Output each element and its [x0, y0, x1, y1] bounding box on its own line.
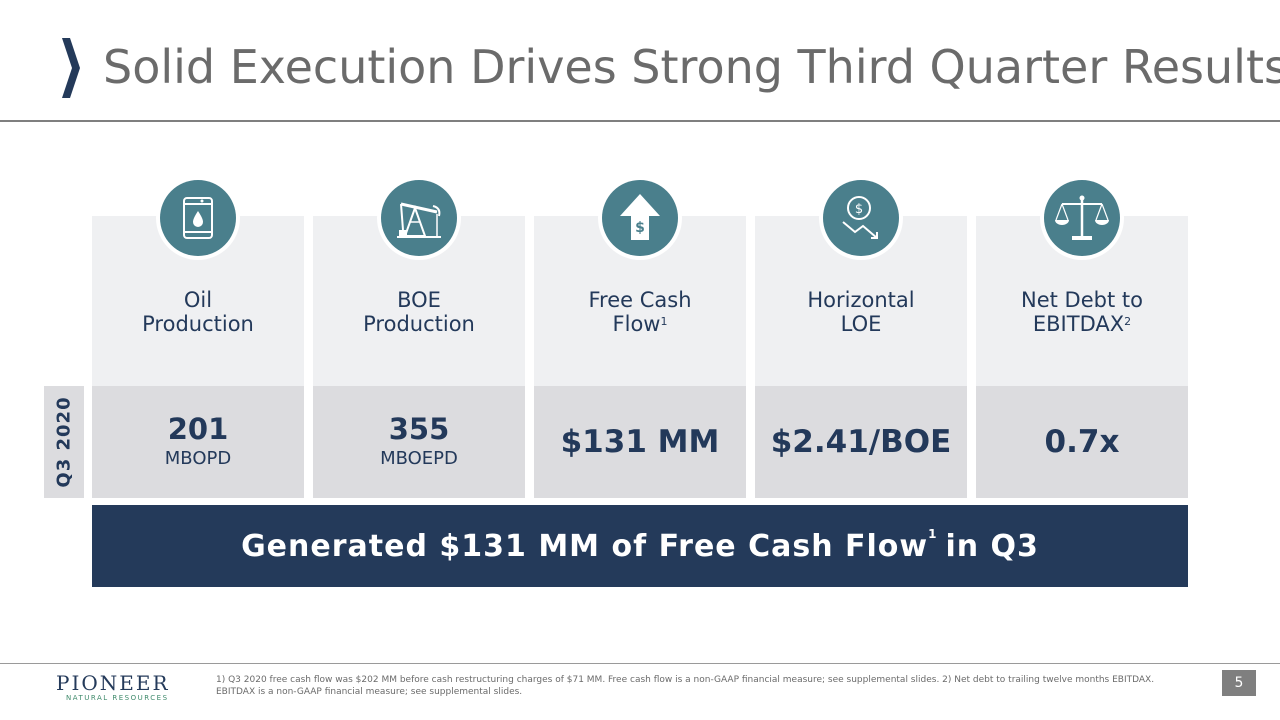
company-logo: PIONEER: [56, 671, 170, 695]
company-logo-subtitle: NATURAL RESOURCES: [66, 694, 169, 702]
metric-card-oil-production: Oil Production 201 MBOPD: [92, 176, 304, 498]
footnote: 1) Q3 2020 free cash flow was $202 MM be…: [216, 675, 1155, 697]
banner-text: Generated $131 MM of Free Cash Flow1 in Q…: [241, 526, 1039, 564]
page-number: 5: [1222, 670, 1256, 696]
metric-label: Horizontal LOE: [807, 288, 915, 336]
svg-text:$: $: [635, 220, 645, 236]
svg-text:$: $: [855, 202, 863, 217]
balance-scale-icon: [1055, 195, 1109, 240]
metric-label: Free Cash Flow1: [588, 288, 692, 336]
metric-value: 201: [167, 412, 229, 446]
metric-value: $2.41/BOE: [770, 424, 952, 460]
metric-label: Net Debt to EBITDAX2: [1021, 288, 1143, 336]
metric-value: 0.7x: [1044, 424, 1120, 460]
metric-value: 355: [388, 412, 450, 446]
dollar-trend-down-icon: $: [842, 196, 878, 239]
metric-label: BOE Production: [363, 288, 475, 336]
page-title: Solid Execution Drives Strong Third Quar…: [103, 40, 1280, 94]
metric-value: $131 MM: [560, 424, 720, 460]
metric-unit: MBOEPD: [380, 448, 458, 469]
metric-card-horizontal-loe: $ Horizontal LOE $2.41/BOE: [755, 176, 967, 498]
metric-unit: MBOPD: [164, 448, 232, 469]
dollar-arrow-up-icon: $: [620, 194, 660, 240]
metric-card-boe-production: BOE Production 355 MBOEPD: [313, 176, 525, 498]
metric-label: Oil Production: [142, 288, 254, 336]
metric-card-net-debt: Net Debt to EBITDAX2 0.7x: [976, 176, 1188, 498]
period-label-bg: [44, 386, 84, 498]
title-divider: [0, 120, 1280, 122]
pumpjack-icon: [397, 202, 441, 238]
metric-card-free-cash-flow: $ Free Cash Flow1 $131 MM: [534, 176, 746, 498]
footer-divider: [0, 663, 1280, 664]
oil-barrel-icon: [183, 197, 213, 239]
chevron-icon: [62, 38, 80, 98]
summary-banner: Generated $131 MM of Free Cash Flow1 in Q…: [92, 505, 1188, 587]
period-label: Q3 2020: [53, 396, 75, 488]
